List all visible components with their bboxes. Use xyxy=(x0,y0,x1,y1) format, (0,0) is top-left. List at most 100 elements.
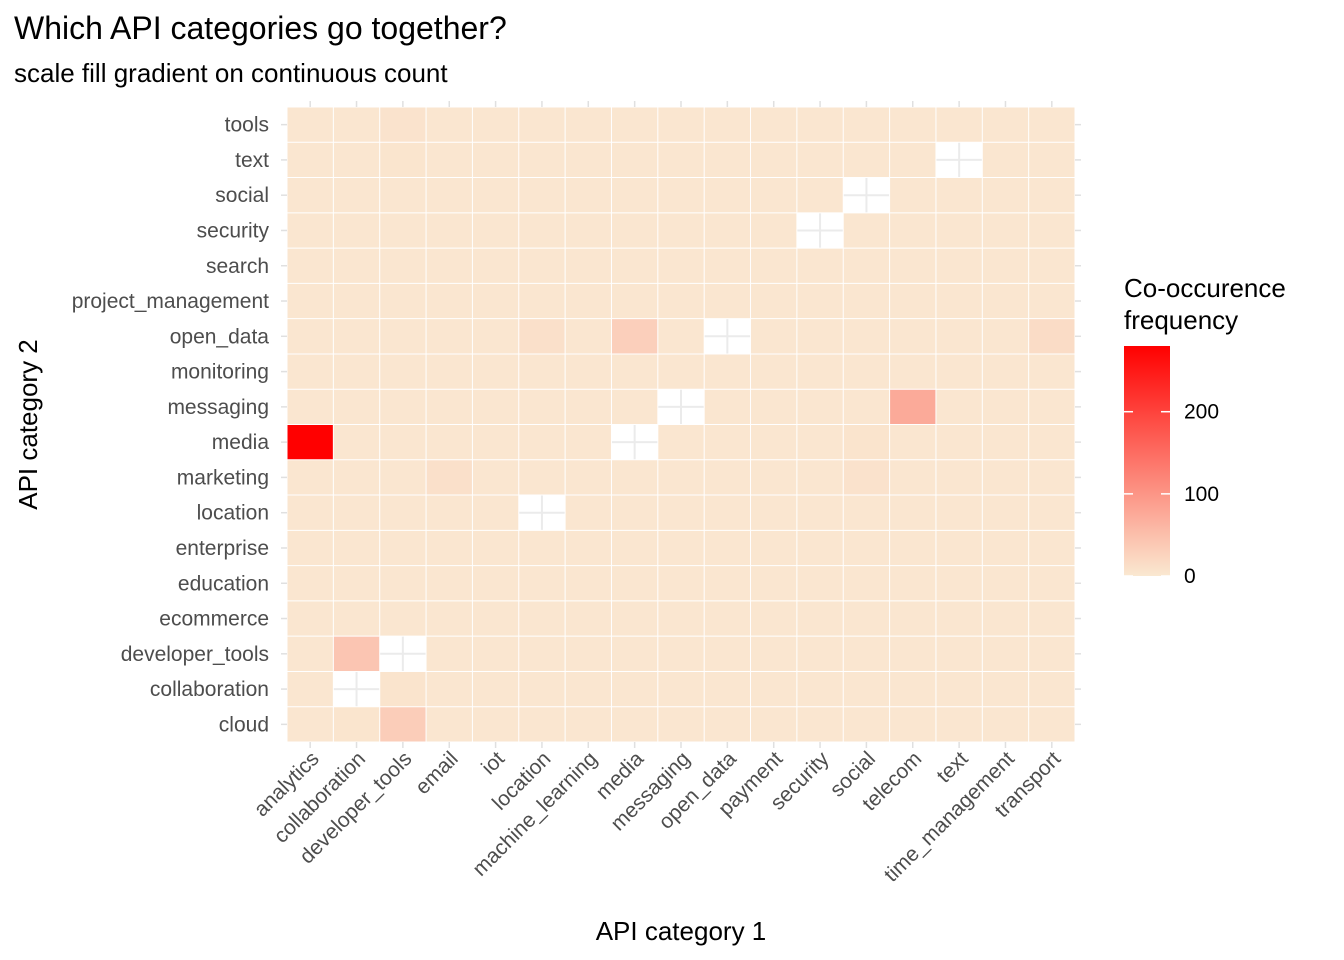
color-legend: Co-occurence frequency 0 100 200 xyxy=(1124,273,1286,588)
cell-developer-tools-monitoring xyxy=(379,353,427,390)
cell-iot-developer-tools xyxy=(472,636,519,672)
cell-open-data-social xyxy=(704,177,751,213)
cell-email-social xyxy=(426,177,473,213)
cell-collaboration-ecommerce xyxy=(333,600,380,637)
cell-security-enterprise xyxy=(796,530,844,566)
cell-location-collaboration xyxy=(518,671,566,707)
cell-email-security xyxy=(426,212,473,249)
cell-time-management-tools xyxy=(982,107,1029,143)
cell-developer-tools-location xyxy=(379,495,427,531)
cell-iot-ecommerce xyxy=(472,600,519,637)
cell-telecom-social xyxy=(889,177,936,213)
cell-payment-project-management xyxy=(750,283,797,319)
cell-developer-tools-project-management xyxy=(379,283,427,319)
y-tick-label-monitoring: monitoring xyxy=(171,361,269,384)
x-tick-label-iot: iot xyxy=(477,747,509,779)
cell-telecom-enterprise xyxy=(889,530,936,566)
legend-ticks: 0 100 200 xyxy=(1124,401,1219,588)
cell-location-project-management xyxy=(518,283,566,319)
cell-time-management-monitoring xyxy=(982,353,1029,390)
cell-machine-learning-messaging xyxy=(565,389,612,425)
cell-collaboration-location xyxy=(333,495,380,531)
cell-developer-tools-ecommerce xyxy=(379,600,427,637)
cell-developer-tools-text xyxy=(379,142,427,178)
cell-developer-tools-security xyxy=(379,212,427,249)
cell-collaboration-monitoring xyxy=(333,353,380,390)
cell-transport-tools xyxy=(1028,107,1075,143)
cell-security-location xyxy=(796,495,844,531)
cell-text-ecommerce xyxy=(935,600,983,637)
cell-media-security xyxy=(611,212,658,249)
cell-developer-tools-open-data xyxy=(379,318,427,354)
cell-analytics-education xyxy=(287,565,334,601)
cell-analytics-security xyxy=(287,212,334,249)
cell-analytics-search xyxy=(287,248,334,284)
cell-transport-location xyxy=(1028,495,1075,531)
cell-open-data-project-management xyxy=(704,283,751,319)
cell-telecom-cloud xyxy=(889,706,936,742)
cell-machine-learning-cloud xyxy=(565,706,612,742)
cell-time-management-project-management xyxy=(982,283,1029,319)
cell-payment-ecommerce xyxy=(750,600,797,637)
cell-analytics-collaboration xyxy=(287,671,334,707)
cell-time-management-ecommerce xyxy=(982,600,1029,637)
y-tick-label-location: location xyxy=(197,502,269,525)
cell-analytics-marketing xyxy=(287,459,334,496)
cell-machine-learning-open-data xyxy=(565,318,612,354)
cell-messaging-search xyxy=(657,248,705,284)
cell-analytics-tools xyxy=(287,107,334,143)
cell-open-data-search xyxy=(704,248,751,284)
cell-text-project-management xyxy=(935,283,983,319)
cell-open-data-location xyxy=(704,495,751,531)
cell-telecom-messaging xyxy=(889,389,936,425)
cell-transport-marketing xyxy=(1028,459,1075,496)
cell-machine-learning-education xyxy=(565,565,612,601)
cell-open-data-tools xyxy=(704,107,751,143)
cell-email-search xyxy=(426,248,473,284)
cell-media-monitoring xyxy=(611,353,658,390)
cell-text-marketing xyxy=(935,459,983,496)
cell-developer-tools-social xyxy=(379,177,427,213)
cell-developer-tools-messaging xyxy=(379,389,427,425)
cell-security-collaboration xyxy=(796,671,844,707)
x-tick-label-email: email xyxy=(411,747,463,799)
cell-machine-learning-security xyxy=(565,212,612,249)
cell-machine-learning-project-management xyxy=(565,283,612,319)
cell-iot-social xyxy=(472,177,519,213)
cell-analytics-enterprise xyxy=(287,530,334,566)
cell-telecom-monitoring xyxy=(889,353,936,390)
cell-collaboration-media xyxy=(333,424,380,460)
cell-text-education xyxy=(935,565,983,601)
cell-telecom-collaboration xyxy=(889,671,936,707)
cell-email-education xyxy=(426,565,473,601)
cell-payment-developer-tools xyxy=(750,636,797,672)
cell-machine-learning-tools xyxy=(565,107,612,143)
cell-security-developer-tools xyxy=(796,636,844,672)
cell-email-messaging xyxy=(426,389,473,425)
x-tick-label-text: text xyxy=(932,747,972,787)
cell-time-management-marketing xyxy=(982,459,1029,496)
cell-telecom-tools xyxy=(889,107,936,143)
cell-telecom-open-data xyxy=(889,318,936,354)
cell-telecom-location xyxy=(889,495,936,531)
cell-payment-location xyxy=(750,495,797,531)
cell-analytics-ecommerce xyxy=(287,600,334,637)
cell-security-education xyxy=(796,565,844,601)
cell-location-security xyxy=(518,212,566,249)
cell-social-search xyxy=(843,248,890,284)
cell-email-ecommerce xyxy=(426,600,473,637)
cell-email-open-data xyxy=(426,318,473,354)
cell-location-developer-tools xyxy=(518,636,566,672)
cell-iot-search xyxy=(472,248,519,284)
cell-time-management-location xyxy=(982,495,1029,531)
cell-media-enterprise xyxy=(611,530,658,566)
cell-text-open-data xyxy=(935,318,983,354)
cell-payment-search xyxy=(750,248,797,284)
cell-collaboration-tools xyxy=(333,107,380,143)
cell-security-cloud xyxy=(796,706,844,742)
y-tick-label-cloud: cloud xyxy=(219,713,269,736)
cell-location-cloud xyxy=(518,706,566,742)
cell-social-messaging xyxy=(843,389,890,425)
cell-machine-learning-media xyxy=(565,424,612,460)
